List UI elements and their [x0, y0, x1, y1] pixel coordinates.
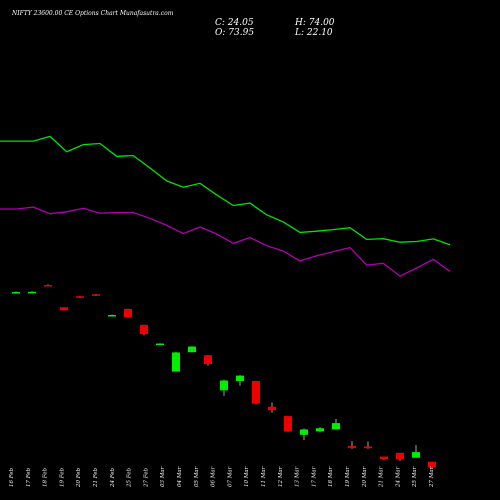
x-tick-label: 21 Feb — [93, 467, 99, 488]
candle — [60, 307, 68, 311]
candle-body — [268, 406, 276, 411]
candle-body — [300, 429, 308, 435]
candle — [188, 346, 196, 353]
x-tick-label: 25 Mar — [412, 466, 418, 488]
candle — [380, 456, 388, 461]
open-readout: O: 73.95 — [215, 28, 254, 38]
moving-average-layer — [0, 135, 451, 277]
candle — [236, 375, 244, 386]
candle-body — [60, 307, 68, 311]
candle-body — [188, 346, 196, 353]
x-tick-label: 10 Mar — [244, 466, 250, 487]
candle — [172, 351, 180, 372]
candle-body — [236, 375, 244, 381]
candle-body — [348, 446, 356, 448]
candle — [92, 293, 100, 296]
candle-body — [12, 292, 20, 294]
candle-body — [252, 380, 260, 404]
candle — [12, 291, 20, 294]
candle-body — [332, 423, 340, 430]
x-tick-label: 20 Mar — [362, 466, 368, 488]
candle-body — [396, 452, 404, 460]
x-tick-label: 04 Mar — [177, 466, 183, 487]
x-tick-label: 16 Feb — [9, 467, 15, 487]
candle — [140, 324, 148, 336]
candle-body — [172, 352, 180, 372]
candle — [284, 415, 292, 432]
x-tick-label: 12 Mar — [278, 466, 284, 487]
x-tick-label: 20 Feb — [76, 467, 82, 488]
x-axis: 16 Feb 17 Feb 18 Feb 19 Feb 20 Feb 21 Feb 24 F… — [9, 466, 435, 488]
x-tick-label: 06 Mar — [211, 466, 217, 487]
candle-layer — [12, 284, 436, 469]
chart-title: NIFTY 23600.00 CE Options Chart Munafasu… — [11, 10, 174, 17]
candle — [44, 284, 52, 287]
candle — [332, 418, 340, 430]
candle-body — [140, 324, 148, 335]
candle-body — [76, 296, 84, 298]
candle — [108, 314, 116, 317]
candle-body — [108, 314, 116, 317]
candle — [204, 355, 212, 366]
x-tick-label: 25 Feb — [127, 467, 133, 488]
candle — [252, 380, 260, 405]
moving-average-line-1 — [0, 135, 451, 246]
candle-body — [428, 461, 436, 468]
x-tick-label: 27 Mar — [429, 466, 435, 488]
candle-body — [124, 308, 132, 318]
candle-body — [44, 285, 52, 287]
candle — [28, 291, 36, 294]
x-tick-label: 07 Mar — [227, 466, 233, 487]
x-tick-label: 18 Feb — [43, 467, 49, 487]
x-tick-label: 05 Mar — [194, 466, 200, 487]
candle-body — [380, 456, 388, 460]
x-tick-label: 17 Mar — [311, 466, 317, 487]
x-tick-label: 17 Feb — [26, 467, 32, 487]
candle — [364, 441, 372, 449]
candle — [156, 343, 164, 346]
x-tick-label: 24 Mar — [395, 466, 401, 488]
candle-body — [92, 294, 100, 296]
candle-body — [156, 343, 164, 346]
x-tick-label: 03 Mar — [160, 466, 166, 487]
candle — [124, 308, 132, 318]
low-readout: L: 22.10 — [294, 28, 333, 38]
candle-body — [28, 291, 36, 294]
candle-body — [364, 446, 372, 449]
candle-body — [204, 355, 212, 365]
close-readout: C: 24.05 — [215, 18, 254, 28]
moving-average-line-2 — [0, 206, 451, 277]
candle-body — [316, 428, 324, 432]
candle — [316, 427, 324, 433]
high-readout: H: 74.00 — [294, 18, 335, 28]
candle — [220, 379, 228, 396]
candle — [428, 461, 436, 469]
x-tick-label: 27 Feb — [143, 467, 149, 488]
candle — [268, 402, 276, 413]
x-tick-label: 11 Mar — [261, 466, 267, 487]
candle-body — [412, 452, 420, 458]
candle-body — [220, 380, 228, 391]
candle — [300, 428, 308, 440]
x-tick-label: 19 Mar — [345, 466, 351, 487]
candle — [396, 452, 404, 462]
candle-body — [284, 416, 292, 432]
x-tick-label: 13 Mar — [295, 466, 301, 487]
candle — [412, 445, 420, 458]
x-tick-label: 21 Mar — [379, 466, 385, 488]
x-tick-label: 18 Mar — [328, 466, 334, 487]
candle — [348, 441, 356, 449]
x-tick-label: 19 Feb — [59, 467, 65, 487]
x-tick-label: 24 Feb — [110, 467, 116, 488]
candle — [76, 295, 84, 298]
